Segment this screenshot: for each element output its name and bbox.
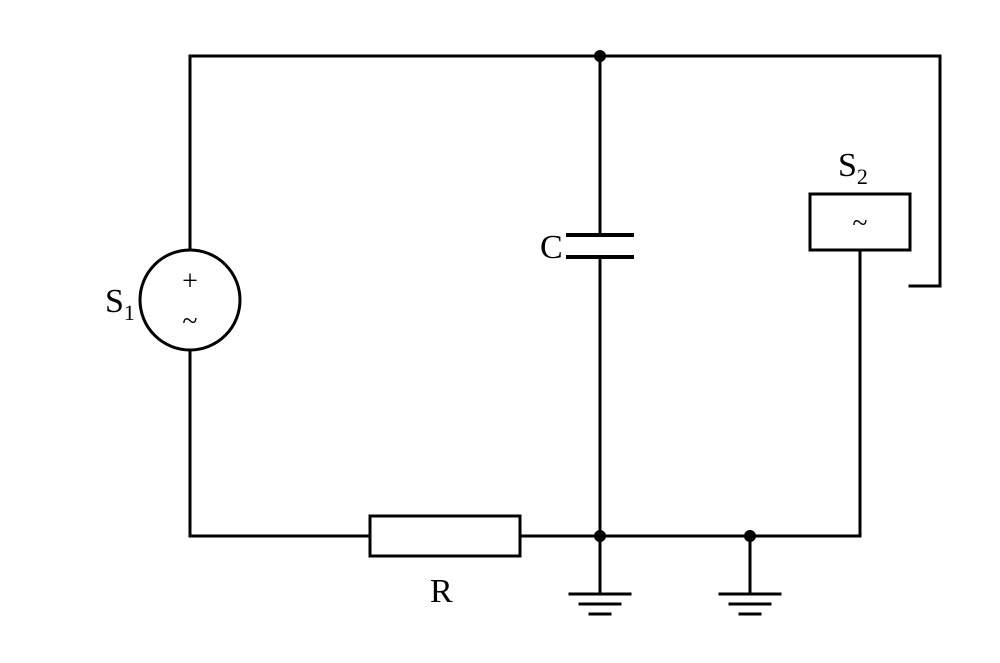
plus-glyph: + xyxy=(182,266,198,297)
node-dot xyxy=(594,50,606,62)
label-c: C xyxy=(540,229,563,266)
label-s1: S1 xyxy=(105,283,135,325)
tilde-glyph: ~ xyxy=(182,306,197,337)
node-dot xyxy=(744,530,756,542)
node-dot xyxy=(594,530,606,542)
tilde-glyph-s2: ~ xyxy=(852,208,867,239)
label-r: R xyxy=(430,573,453,610)
label-s2: S2 xyxy=(838,147,868,189)
circuit-diagram: + ~ S1 R C ~ S2 xyxy=(0,0,1000,663)
resistor xyxy=(370,516,520,556)
